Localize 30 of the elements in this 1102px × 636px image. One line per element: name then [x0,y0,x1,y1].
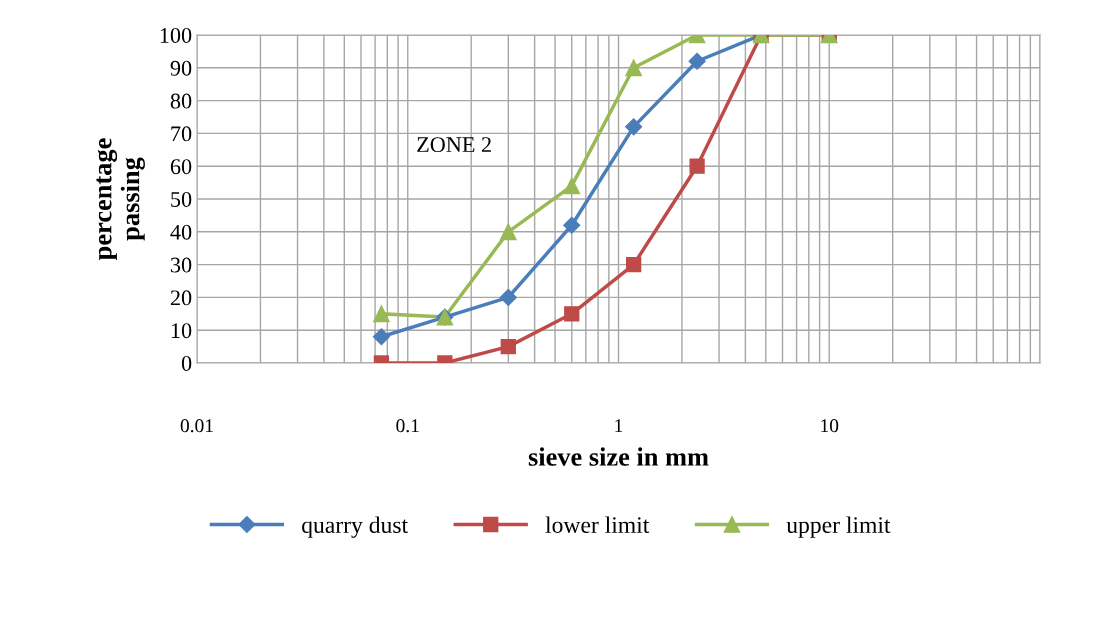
point [499,288,517,306]
y-tick-label: 40 [170,224,192,240]
x-tick-label: 10 [821,419,839,433]
point [626,256,642,273]
point [563,216,581,234]
legend-label: upper limit [786,516,891,538]
y-tick-label: 70 [171,126,192,142]
y-tick-label: 90 [170,60,192,76]
point [564,306,580,322]
y-tick-label: 0 [181,355,192,371]
point [499,223,517,241]
x-tick-label: 1 [615,419,623,433]
y-tick-label: 100 [160,27,192,43]
legend-label: quarry dust [302,516,408,538]
x-axis-title: sieve size in mm [528,447,709,466]
y-tick-label: 10 [171,323,192,339]
point [372,328,390,346]
y-tick-label: 30 [170,257,192,273]
y-tick-label: 20 [170,290,192,306]
x-tick-label: 0.1 [396,419,419,433]
y-tick-label: 50 [171,191,192,207]
legend-label: lower limit [545,516,650,534]
y-tick-label: 80 [170,93,192,109]
point [373,305,390,323]
point [500,338,516,355]
y-tick-label: 60 [170,159,192,175]
y-axis-title: percentage passing [96,138,145,260]
x-tick-label: 0.01 [180,419,213,433]
annotation: ZONE 2 [417,137,491,153]
point [563,177,581,195]
